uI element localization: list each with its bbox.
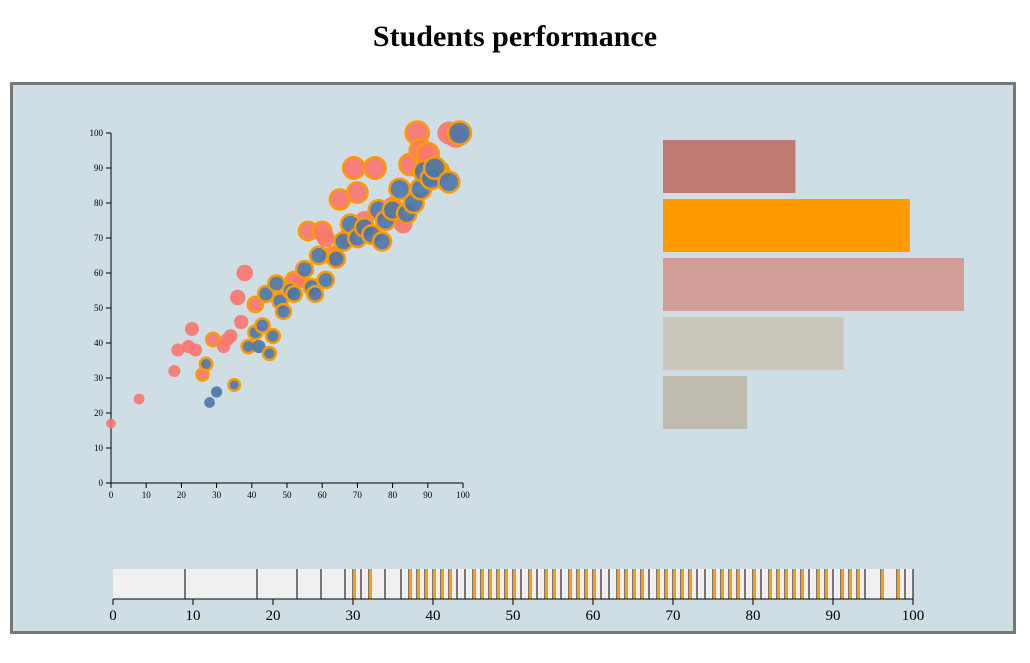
scatter-point-male bbox=[198, 356, 214, 372]
strip-x-tick-label: 60 bbox=[586, 608, 601, 624]
page-title: Students performance bbox=[372, 20, 658, 53]
scatter-y-tick-label: 90 bbox=[94, 163, 104, 173]
scatter-point-male bbox=[264, 327, 282, 345]
scatter-y-tick-label: 20 bbox=[94, 408, 104, 418]
scatter-point-female bbox=[316, 228, 335, 248]
strip-x-tick-label: 50 bbox=[506, 608, 521, 624]
scatter-point-male bbox=[252, 339, 266, 354]
scatter-point-female bbox=[234, 314, 249, 330]
scatter-point-male bbox=[204, 397, 215, 408]
scatter-point-male bbox=[294, 259, 315, 280]
scatter-y-tick-label: 10 bbox=[94, 443, 104, 453]
scatter-point-female bbox=[188, 343, 203, 357]
scatter-point-male bbox=[422, 156, 447, 180]
strip-x-tick-label: 70 bbox=[666, 608, 681, 624]
scatter-point-male bbox=[306, 284, 325, 304]
scatter-x-tick-label: 20 bbox=[177, 490, 187, 500]
strip-x-tick-label: 10 bbox=[186, 608, 201, 624]
scatter-point-female bbox=[236, 264, 254, 282]
scatter-point-male bbox=[267, 274, 286, 293]
bar-3 bbox=[663, 258, 964, 311]
scatter-point-female bbox=[346, 181, 369, 204]
scatter-point-female bbox=[205, 331, 222, 348]
strip-x-tick-label: 80 bbox=[746, 608, 761, 624]
scatter-y-tick-label: 30 bbox=[94, 373, 104, 383]
scatter-point-male bbox=[446, 120, 473, 146]
scatter-point-male bbox=[326, 249, 347, 269]
scatter-point-male bbox=[256, 284, 275, 304]
strip-x-tick-label: 0 bbox=[109, 608, 117, 624]
scatter-x-tick-label: 50 bbox=[283, 490, 293, 500]
scatter-x-tick-label: 40 bbox=[247, 490, 256, 500]
scatter-y-tick-label: 70 bbox=[94, 233, 104, 243]
charts-svg: 0 10 20 30 40 50 60 70 80 90 100010203040506070809… bbox=[90, 120, 964, 624]
strip-x-tick-label: 30 bbox=[346, 608, 361, 624]
bar-4 bbox=[663, 317, 844, 370]
scatter-point-female bbox=[246, 295, 265, 314]
scatter-point-female bbox=[363, 156, 387, 180]
bar-2 bbox=[663, 199, 910, 252]
strip-chart: 0 10 20 30 40 50 60 70 80 90 100 bbox=[109, 569, 924, 624]
scatter-point-female bbox=[171, 343, 185, 357]
strip-x-tick-label: 40 bbox=[426, 608, 441, 624]
bar-5 bbox=[663, 376, 748, 429]
scatter-point-male bbox=[274, 302, 293, 321]
scatter-point-female bbox=[229, 289, 246, 306]
scatter-y-tick-label: 60 bbox=[94, 268, 104, 278]
scatter-point-female bbox=[106, 418, 116, 429]
strip-x-tick-label: 100 bbox=[902, 608, 925, 624]
scatter-x-tick-label: 0 bbox=[109, 490, 114, 500]
scatter-x-tick-label: 90 bbox=[423, 490, 433, 500]
scatter-point-female bbox=[133, 393, 145, 405]
chart-panel: 0 10 20 30 40 50 60 70 80 90 100 0 10 20 30 40 50 60 70 80 9… bbox=[10, 82, 1016, 634]
scatter-point-male bbox=[211, 386, 223, 398]
scatter-point-male bbox=[254, 317, 271, 334]
scatter-x-tick-label: 30 bbox=[212, 490, 222, 500]
scatter-point-female bbox=[168, 364, 181, 378]
scatter-point-male bbox=[261, 345, 278, 362]
scatter-x-tick-label: 100 bbox=[456, 490, 470, 500]
scatter-point-male bbox=[437, 170, 461, 194]
scatter-x-tick-label: 70 bbox=[353, 490, 363, 500]
scatter-point-male bbox=[308, 245, 329, 266]
strip-x-tick-label: 20 bbox=[266, 608, 281, 624]
scatter-y-tick-label: 100 bbox=[90, 128, 104, 138]
scatter-y-tick-label: 0 bbox=[99, 478, 104, 488]
scatter-y-tick-label: 80 bbox=[94, 198, 104, 208]
scatter-point-male bbox=[284, 284, 304, 304]
scatter-point-male bbox=[227, 378, 242, 392]
bar-chart bbox=[663, 140, 964, 429]
bar-1 bbox=[663, 140, 796, 193]
scatter-y-tick-label: 40 bbox=[94, 338, 104, 348]
scatter-x-tick-label: 60 bbox=[318, 490, 328, 500]
scatter-chart: 0 10 20 30 40 50 60 70 80 90 100 0 10 20 30 40 50 60 70 80 9… bbox=[90, 120, 473, 500]
strip-x-tick-label: 90 bbox=[826, 608, 841, 624]
scatter-x-tick-label: 80 bbox=[388, 490, 398, 500]
scatter-point-male bbox=[316, 270, 336, 290]
scatter-point-female bbox=[184, 321, 199, 337]
scatter-point-male bbox=[371, 231, 393, 252]
scatter-point-female bbox=[341, 156, 366, 180]
scatter-point-female bbox=[223, 329, 238, 343]
scatter-y-tick-label: 50 bbox=[94, 303, 104, 313]
scatter-x-tick-label: 10 bbox=[142, 490, 152, 500]
